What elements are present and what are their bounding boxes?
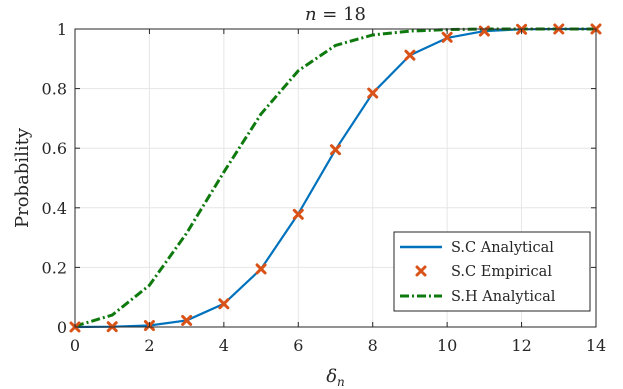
legend: S.C Analytical S.C Empirical S.H Analyti… xyxy=(393,231,591,312)
x-axis-label: δn xyxy=(326,366,345,389)
x-tick-label: 10 xyxy=(437,336,457,355)
x-tick-label: 2 xyxy=(144,336,154,355)
y-tick-label: 0.4 xyxy=(42,199,67,218)
point-sc-empirical xyxy=(330,144,341,156)
point-sc-empirical xyxy=(218,298,230,310)
chart-title: n = 18 xyxy=(305,4,366,25)
x-tick-label: 6 xyxy=(293,336,303,355)
point-sc-empirical xyxy=(367,87,379,99)
y-tick-label: 0.2 xyxy=(42,258,67,277)
y-tick-label: 0 xyxy=(57,318,67,337)
x-tick-label: 0 xyxy=(70,336,80,355)
y-tick-label: 1 xyxy=(57,20,67,39)
y-axis-label: Probability xyxy=(12,127,33,228)
point-sc-empirical xyxy=(292,208,304,220)
point-sc-empirical xyxy=(478,25,490,37)
plot-frame xyxy=(74,28,597,328)
y-tick-label: 0.6 xyxy=(42,139,67,158)
x-tick-label: 4 xyxy=(219,336,229,355)
point-sc-empirical xyxy=(255,263,267,275)
legend-swatch-sc-empirical xyxy=(415,265,427,277)
x-tick-label: 8 xyxy=(368,336,378,355)
legend-box xyxy=(393,231,591,312)
x-tick-label: 14 xyxy=(586,336,606,355)
legend-label-sc-analytical: S.C Analytical xyxy=(451,240,554,256)
y-tick-label: 0.8 xyxy=(42,80,67,99)
legend-label-sh-analytical: S.H Analytical xyxy=(451,289,556,305)
legend-label-sc-empirical: S.C Empirical xyxy=(451,264,552,280)
ticks: 0 2 4 6 8 10 12 14 0 0.2 0.4 0.6 0.8 1 xyxy=(42,20,607,355)
point-sc-empirical xyxy=(404,49,416,61)
point-sc-empirical xyxy=(441,31,453,43)
point-sc-empirical xyxy=(181,314,193,326)
x-tick-label: 12 xyxy=(511,336,531,355)
